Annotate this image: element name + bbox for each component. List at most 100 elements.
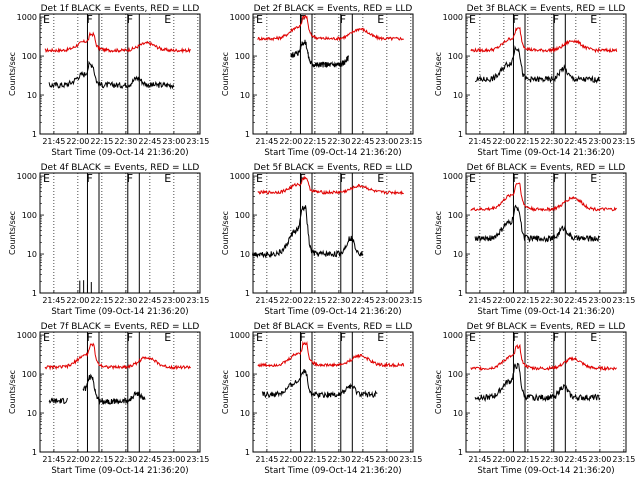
x-tick-label: 21:45	[255, 296, 278, 305]
plot-frame	[39, 331, 201, 453]
y-tick-label: 1	[245, 448, 250, 457]
y-tick-label: 10	[240, 250, 250, 259]
x-tick-label: 21:45	[468, 296, 491, 305]
x-tick-label: 23:15	[612, 137, 635, 146]
y-axis-label: Counts/sec	[434, 211, 443, 255]
x-tick-label: 22:45	[138, 137, 161, 146]
marker-label: F	[553, 331, 559, 344]
events-series	[474, 204, 601, 243]
x-tick-label: 22:30	[327, 137, 350, 146]
x-tick-label: 22:15	[303, 455, 326, 464]
y-tick-label: 1	[458, 289, 463, 298]
marker-label: E	[590, 172, 597, 185]
y-axis-label: Counts/sec	[221, 370, 230, 414]
marker-label: E	[377, 13, 384, 26]
y-tick-label: 10	[27, 409, 37, 418]
panel-title: Det 6f BLACK = Events, RED = LLD	[467, 163, 626, 173]
y-tick-label: 1000	[443, 331, 463, 340]
events-series	[261, 368, 378, 399]
plot-frame	[252, 13, 414, 135]
plot-frame	[39, 172, 201, 294]
chart-panel-5: Det 5f BLACK = Events, RED = LLD 21:45 22:…	[221, 163, 422, 317]
y-tick-label: 1000	[17, 172, 37, 181]
x-tick-label: 22:45	[564, 296, 587, 305]
x-tick-label: 22:00	[66, 137, 89, 146]
x-tick-label: 23:15	[612, 455, 635, 464]
marker-label: F	[512, 172, 518, 185]
x-tick-label: 22:00	[492, 455, 515, 464]
y-tick-label: 10	[240, 91, 250, 100]
y-tick-label: 10	[240, 409, 250, 418]
panel-title: Det 7f BLACK = Events, RED = LLD	[41, 322, 200, 332]
x-tick-label: 22:15	[90, 455, 113, 464]
panel-title: Det 5f BLACK = Events, RED = LLD	[254, 163, 413, 173]
x-tick-label: 23:00	[162, 455, 185, 464]
plot-frame	[252, 172, 414, 294]
x-tick-label: 23:00	[375, 137, 398, 146]
events-series	[252, 205, 364, 259]
marker-label: E	[256, 172, 263, 185]
marker-label: E	[164, 172, 171, 185]
marker-label: F	[553, 172, 559, 185]
marker-label: E	[590, 13, 597, 26]
x-tick-label: 21:45	[468, 137, 491, 146]
marker-label: F	[299, 331, 305, 344]
x-tick-label: 23:15	[186, 296, 209, 305]
x-axis-label: Start Time (09-Oct-14 21:36:20)	[264, 466, 401, 476]
x-tick-label: 23:15	[612, 296, 635, 305]
y-tick-label: 1	[458, 130, 463, 139]
marker-label: E	[377, 331, 384, 344]
y-axis-label: Counts/sec	[221, 211, 230, 255]
y-axis-label: Counts/sec	[434, 370, 443, 414]
y-tick-label: 1000	[443, 13, 463, 22]
y-axis-label: Counts/sec	[8, 211, 17, 255]
y-axis-label: Counts/sec	[221, 52, 230, 96]
x-tick-label: 22:00	[279, 455, 302, 464]
marker-label: E	[469, 331, 476, 344]
plot-frame	[465, 172, 627, 294]
marker-label: E	[43, 331, 50, 344]
y-tick-label: 1	[32, 448, 37, 457]
x-tick-label: 22:45	[138, 296, 161, 305]
y-tick-label: 1	[458, 448, 463, 457]
x-tick-label: 22:45	[351, 137, 374, 146]
x-tick-label: 22:30	[327, 296, 350, 305]
y-tick-label: 1	[245, 130, 250, 139]
panel-title: Det 9f BLACK = Events, RED = LLD	[467, 322, 626, 332]
x-tick-label: 22:30	[540, 296, 563, 305]
y-tick-label: 10	[453, 409, 463, 418]
x-tick-label: 22:15	[516, 455, 539, 464]
y-tick-label: 1	[32, 130, 37, 139]
panel-title: Det 4f BLACK = Events, RED = LLD	[41, 163, 200, 173]
marker-label: E	[43, 13, 50, 26]
plot-frame	[465, 13, 627, 135]
marker-label: F	[86, 172, 92, 185]
marker-label: F	[86, 331, 92, 344]
lld-series	[470, 182, 617, 213]
x-tick-label: 22:30	[114, 296, 137, 305]
x-tick-label: 22:45	[351, 455, 374, 464]
marker-label: E	[256, 331, 263, 344]
x-tick-label: 22:00	[492, 296, 515, 305]
x-tick-label: 22:30	[540, 455, 563, 464]
x-tick-label: 22:00	[66, 296, 89, 305]
x-tick-label: 21:45	[42, 137, 65, 146]
x-tick-label: 22:45	[351, 296, 374, 305]
x-tick-label: 22:00	[492, 137, 515, 146]
events-series	[48, 373, 146, 405]
y-tick-label: 1000	[443, 172, 463, 181]
x-tick-label: 22:00	[66, 455, 89, 464]
x-axis-label: Start Time (09-Oct-14 21:36:20)	[477, 148, 614, 158]
y-axis-label: Counts/sec	[8, 370, 17, 414]
lld-series	[257, 340, 405, 368]
y-tick-label: 100	[235, 211, 250, 220]
x-axis-label: Start Time (09-Oct-14 21:36:20)	[477, 307, 614, 317]
y-tick-label: 100	[448, 211, 463, 220]
y-tick-label: 100	[22, 370, 37, 379]
x-tick-label: 22:30	[114, 137, 137, 146]
marker-label: F	[127, 331, 133, 344]
y-tick-label: 1000	[17, 13, 37, 22]
